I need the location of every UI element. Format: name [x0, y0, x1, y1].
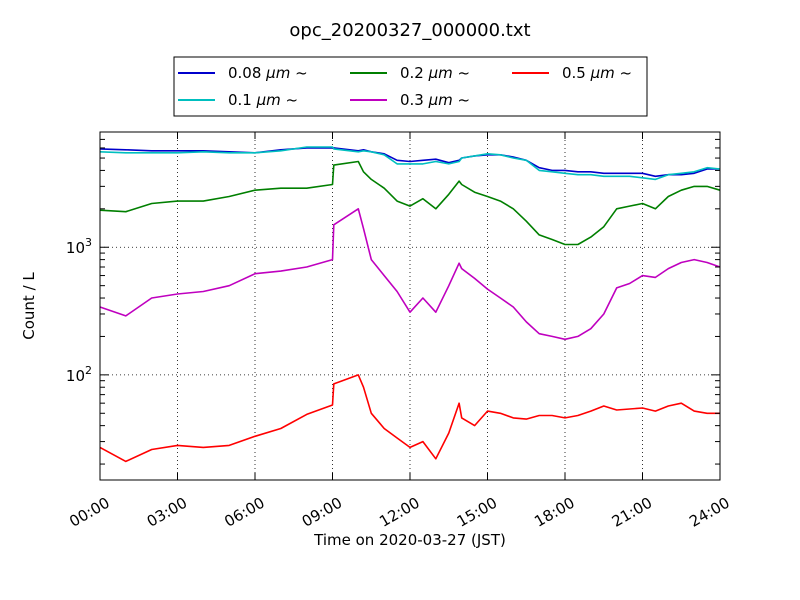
y-tick-label: 103: [66, 236, 92, 257]
y-axis-label: Count / L: [20, 272, 38, 340]
series-line-0-5: [99, 374, 720, 463]
legend-label: 0.3 μm ~: [400, 91, 470, 109]
legend-label: 0.5 μm ~: [562, 64, 632, 82]
legend-box: [173, 56, 648, 117]
legend-label: 0.1 μm ~: [228, 91, 298, 109]
y-tick-labels: 102 103: [66, 236, 92, 385]
series-lines: [99, 146, 721, 463]
series-line-0-2: [99, 160, 721, 246]
series-line-0-1: [99, 146, 721, 181]
y-tick-label: 102: [66, 364, 92, 385]
chart-title: opc_20200327_000000.txt: [289, 20, 530, 41]
legend: 0.08 μm ~ 0.1 μm ~ 0.2 μm ~ 0.3 μm ~ 0.5 μm …: [173, 56, 648, 117]
axis-ticks: [99, 131, 721, 480]
legend-label: 0.2 μm ~: [400, 64, 470, 82]
legend-label: 0.08 μm ~: [228, 64, 308, 82]
grid: [100, 132, 720, 480]
x-axis-label: Time on 2020-03-27 (JST): [313, 531, 506, 549]
series-line-0-3: [99, 208, 721, 341]
